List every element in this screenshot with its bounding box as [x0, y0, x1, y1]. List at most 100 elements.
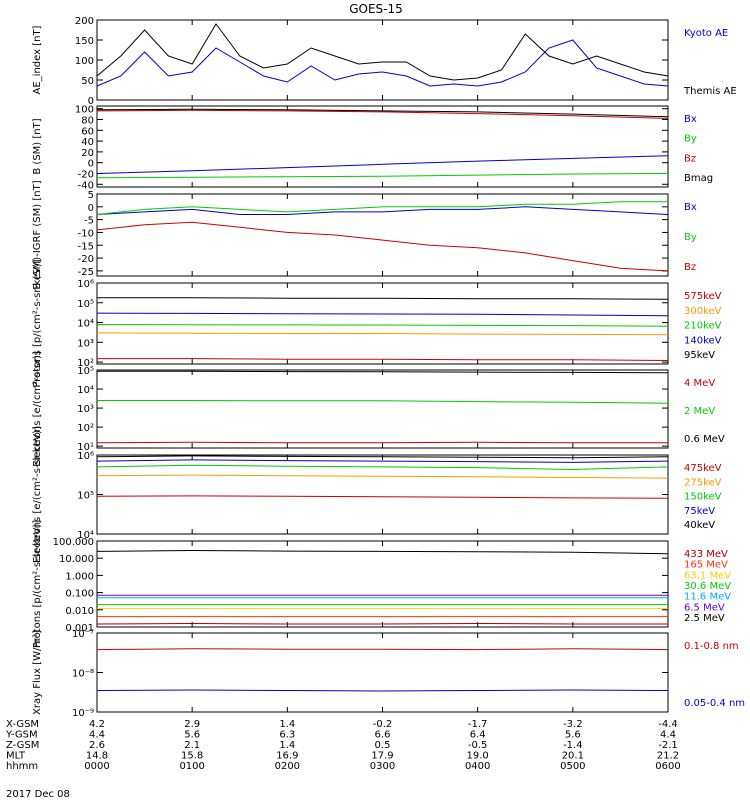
y-axis-label: Xray Flux [W/m²] — [32, 630, 43, 715]
series-line-2 — [97, 400, 669, 404]
legend-entry: Bmag — [684, 173, 713, 184]
legend-entry: 4 MeV — [684, 378, 715, 389]
panel-frame — [96, 19, 669, 101]
x-tick-label: 2.9 — [184, 719, 200, 730]
series-line-1 — [96, 441, 668, 444]
series-line-2 — [96, 23, 669, 81]
y-tick-label: 5 — [88, 190, 94, 201]
series-line-3 — [96, 109, 669, 119]
x-tick-label: -1.7 — [468, 719, 488, 730]
y-tick-label: 100 — [75, 56, 94, 67]
legend-entry: 165 MeV — [684, 560, 728, 571]
x-tick-label: 0600 — [655, 761, 680, 772]
x-tick-label: 20.1 — [562, 751, 584, 762]
y-axis-label: B (SM)-IGRF (SM) [nT] — [32, 180, 43, 289]
x-tick-label: 4.4 — [660, 730, 676, 741]
legend-entry: 475keV — [684, 463, 722, 474]
y-axis-label: Protons [p/(cm²-s-sr-keV)] — [32, 259, 43, 387]
legend-entry: 11.6 MeV — [684, 592, 731, 603]
legend-entry: By — [684, 232, 697, 243]
x-tick-label: 0100 — [179, 761, 204, 772]
y-tick-label: -15 — [78, 241, 94, 252]
legend-entry: Bz — [684, 262, 696, 273]
x-axis-table: X-GSM 4.2 2.9 1.4 -0.2 -1.7 -3.2 -4.4 Y-GSM 4.4 5.… — [5, 719, 681, 772]
y-tick-label: 10⁻⁷ — [72, 629, 94, 640]
y-tick-label: 10⁴ — [77, 530, 94, 541]
x-tick-label: -4.4 — [658, 719, 678, 730]
y-tick-label: -40 — [78, 180, 94, 191]
y-tick-label: 10⁵ — [77, 366, 94, 377]
legend-entry: 2 MeV — [684, 406, 715, 417]
panel-frame — [96, 632, 669, 713]
legend-entry: Bx — [684, 114, 697, 125]
y-tick-label: 80 — [81, 116, 94, 127]
series-line-1 — [96, 206, 669, 215]
x-tick-label: 4.4 — [89, 730, 105, 741]
y-tick-label: -25 — [78, 267, 94, 278]
x-tick-label: 0000 — [84, 761, 109, 772]
y-tick-label: -5 — [84, 216, 94, 227]
x-tick-label: 6.6 — [375, 730, 391, 741]
series-line-4 — [96, 459, 669, 463]
y-tick-label: 0 — [88, 159, 94, 170]
y-tick-label: 10³ — [77, 338, 94, 349]
x-row-label: Y-GSM — [5, 730, 38, 741]
y-tick-label: 10⁵ — [77, 299, 94, 310]
y-tick-label: 20 — [81, 148, 94, 159]
series-line-5 — [96, 455, 669, 459]
legend-entry: 0.1-0.8 nm — [684, 641, 739, 652]
series-line-1 — [96, 495, 669, 499]
y-tick-label: 50 — [81, 76, 94, 87]
legend-entry: 40keV — [684, 520, 715, 531]
y-tick-label: 10¹ — [77, 442, 94, 453]
y-tick-label: 10⁻⁹ — [72, 708, 94, 719]
legend-entry: 0.05-0.4 nm — [684, 698, 745, 709]
panel-4: 10² 10³ 10⁴ 10⁵ 10⁶ Protons [p/(cm²-s-sr-keV)… — [32, 259, 722, 387]
y-tick-label: 10² — [77, 358, 94, 369]
panel-6: 10⁴ 10⁵ 10⁶ Electrons [e/(cm²-s-sr-keV)] 475… — [32, 426, 722, 563]
y-tick-label: -10 — [78, 228, 94, 239]
y-tick-label: 10⁵ — [77, 491, 94, 502]
y-tick-label: 10³ — [77, 404, 94, 415]
x-tick-label: -0.5 — [468, 740, 488, 751]
x-row-label: X-GSM — [6, 719, 39, 730]
y-axis-label: B (SM) [nT] — [32, 118, 43, 174]
x-tick-label: 1.4 — [279, 719, 295, 730]
x-tick-label: 15.8 — [181, 751, 203, 762]
y-tick-label: 0 — [88, 96, 94, 107]
series-line-2 — [96, 689, 669, 692]
x-tick-label: 0500 — [560, 761, 585, 772]
y-tick-label: 200 — [75, 16, 94, 27]
x-tick-label: 21.2 — [657, 751, 679, 762]
legend-entry: 63.1 MeV — [684, 570, 731, 581]
legend-entry: Bz — [684, 153, 696, 164]
y-axis-label: Electrons [e/(cm²-s-sr)] — [32, 351, 43, 467]
x-tick-label: 14.8 — [86, 751, 108, 762]
series-line-4 — [96, 108, 669, 118]
x-tick-label: 0.5 — [375, 740, 391, 751]
x-tick-label: 2.1 — [184, 740, 200, 751]
series-line-2 — [96, 474, 669, 479]
y-tick-label: 10⁴ — [77, 385, 94, 396]
y-tick-label: -20 — [78, 170, 94, 181]
y-tick-label: 0.010 — [65, 606, 94, 617]
series-line-3 — [96, 221, 669, 272]
legend-entry: 275keV — [684, 477, 722, 488]
panel-5: 10¹ 10² 10³ 10⁴ 10⁵ Electrons [e/(cm²-s-sr)] 4… — [32, 351, 725, 467]
series-line-2 — [96, 332, 669, 336]
x-row-label: hhmm — [6, 761, 38, 772]
legend-entry: Kyoto AE — [684, 28, 728, 39]
y-tick-label: 60 — [81, 126, 94, 137]
x-row-label: Z-GSM — [6, 740, 39, 751]
series-line-7 — [96, 549, 669, 555]
y-tick-label: 40 — [81, 137, 94, 148]
x-tick-label: 0400 — [465, 761, 490, 772]
legend-entry: 150keV — [684, 492, 722, 503]
date-label: 2017 Dec 08 — [6, 789, 70, 800]
y-tick-label: 0.100 — [65, 589, 94, 600]
legend-entry: 575keV — [684, 291, 722, 302]
series-line-3 — [96, 324, 669, 327]
panel-frame — [96, 540, 669, 628]
